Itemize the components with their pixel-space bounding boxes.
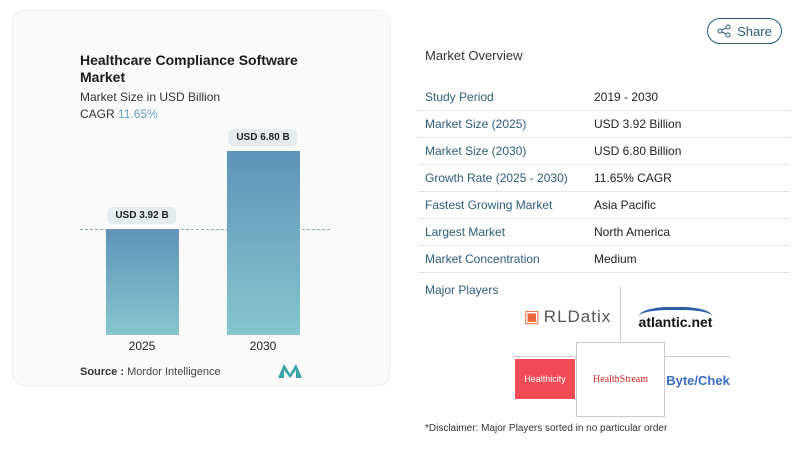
overview-row: Market Size (2030) USD 6.80 Billion xyxy=(418,138,790,165)
share-label: Share xyxy=(737,23,772,39)
chart-subtitle: Market Size in USD Billion xyxy=(80,90,221,104)
data-label: USD 6.80 B xyxy=(228,129,298,146)
overview-row: Market Size (2025) USD 3.92 Billion xyxy=(418,111,790,138)
row-value: USD 3.92 Billion xyxy=(594,117,682,131)
cagr-value: 11.65% xyxy=(118,107,158,121)
cagr-label: CAGR xyxy=(80,107,115,121)
row-label: Largest Market xyxy=(425,225,506,239)
row-label: Market Concentration xyxy=(425,252,540,266)
share-icon xyxy=(717,24,731,38)
row-value: 2019 - 2030 xyxy=(594,90,659,104)
overview-row: Largest Market North America xyxy=(418,219,790,246)
row-value: North America xyxy=(594,225,671,239)
logo-rldatix: ▣ RLDatix xyxy=(523,307,612,326)
row-label: Market Size (2030) xyxy=(425,144,527,158)
row-value: Medium xyxy=(594,252,637,266)
logo-healthstream: HealthStream xyxy=(593,373,648,385)
x-tick-label: 2025 xyxy=(128,339,156,353)
data-label: USD 3.92 B xyxy=(107,206,177,224)
share-button[interactable]: Share xyxy=(707,18,782,44)
major-players-title: Major Players xyxy=(425,283,499,297)
row-label: Study Period xyxy=(425,90,494,104)
mordor-logo-icon xyxy=(278,364,302,378)
chart-title: Healthcare Compliance Software Market xyxy=(80,52,298,85)
bar-2030 xyxy=(227,151,300,335)
overview-row: Market Concentration Medium xyxy=(418,246,790,273)
bar-2025 xyxy=(106,228,179,335)
disclaimer: *Disclaimer: Major Players sorted in no … xyxy=(425,423,668,434)
x-tick-label: 2030 xyxy=(249,339,277,353)
row-value: USD 6.80 Billion xyxy=(594,144,682,158)
logo-box xyxy=(576,342,665,417)
row-value: 11.65% CAGR xyxy=(594,171,672,185)
overview-row: Study Period 2019 - 2030 xyxy=(418,84,790,111)
source: Source : Mordor Intelligence xyxy=(80,366,221,378)
source-value: Mordor Intelligence xyxy=(127,366,221,378)
cagr: CAGR 11.65% xyxy=(80,107,158,121)
logo-atlantic-net: atlantic.net xyxy=(628,300,723,336)
row-label: Growth Rate (2025 - 2030) xyxy=(425,171,568,185)
row-label: Fastest Growing Market xyxy=(425,198,553,212)
reference-line xyxy=(80,229,330,230)
overview-row: Growth Rate (2025 - 2030) 11.65% CAGR xyxy=(418,165,790,192)
overview-title: Market Overview xyxy=(425,48,523,63)
divider xyxy=(620,286,621,356)
source-label: Source : xyxy=(80,366,125,378)
row-label: Market Size (2025) xyxy=(425,117,527,131)
row-value: Asia Pacific xyxy=(594,198,657,212)
overview-row: Fastest Growing Market Asia Pacific xyxy=(418,192,790,219)
logo-healthicity: Healthicity xyxy=(515,359,575,399)
logo-bytechek: Byte/Chek xyxy=(666,372,730,388)
chart-card xyxy=(12,10,390,386)
